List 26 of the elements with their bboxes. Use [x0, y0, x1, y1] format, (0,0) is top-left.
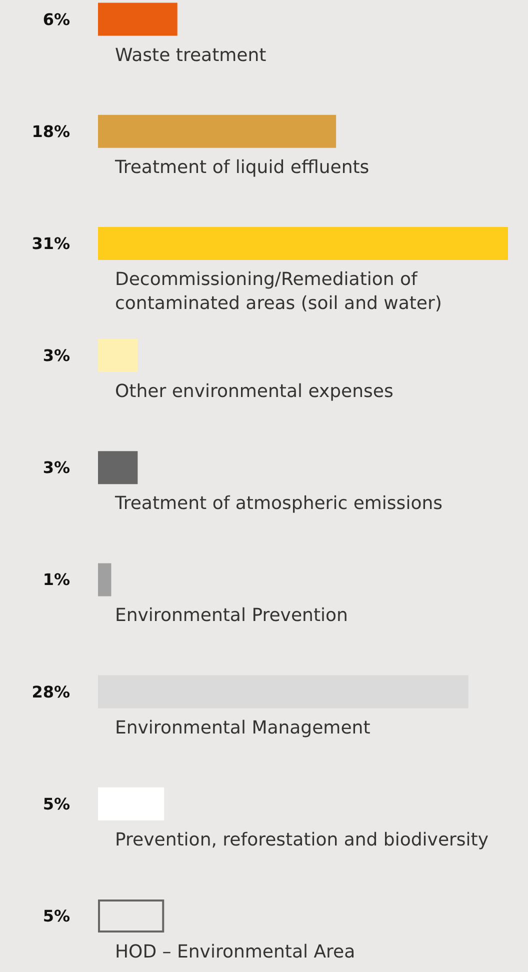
data-label: 18%: [32, 122, 70, 141]
data-label: 1%: [42, 570, 70, 590]
y-tick-label: Decommissioning/Remediation of contaminated areas (soil and water): [115, 268, 442, 314]
bar: [98, 114, 336, 148]
data-label: 3%: [42, 346, 70, 366]
y-tick-label: Treatment of atmospheric emissions: [114, 493, 442, 514]
y-tick-label: HOD – Environmental Area: [115, 941, 356, 962]
bar: [98, 563, 112, 596]
data-label: 31%: [32, 234, 70, 253]
bar: [98, 2, 178, 36]
bar: [98, 226, 508, 260]
bar: [98, 787, 164, 820]
bar: [98, 339, 138, 372]
y-tick-label: Other environmental expenses: [115, 381, 394, 402]
data-label: 5%: [42, 906, 70, 926]
bar: [98, 899, 164, 932]
data-label: 3%: [42, 458, 70, 478]
y-tick-label: Environmental Prevention: [115, 605, 348, 626]
y-tick-label: Waste treatment: [115, 44, 266, 66]
bar: [98, 451, 138, 484]
y-tick-label: Prevention, reforestation and biodiversity: [115, 829, 489, 850]
y-tick-label: Environmental Management: [115, 717, 370, 738]
data-label: 5%: [42, 794, 70, 814]
y-tick-label: Treatment of liquid effluents: [114, 156, 370, 178]
data-label: 6%: [42, 10, 70, 29]
data-label: 28%: [32, 682, 70, 702]
